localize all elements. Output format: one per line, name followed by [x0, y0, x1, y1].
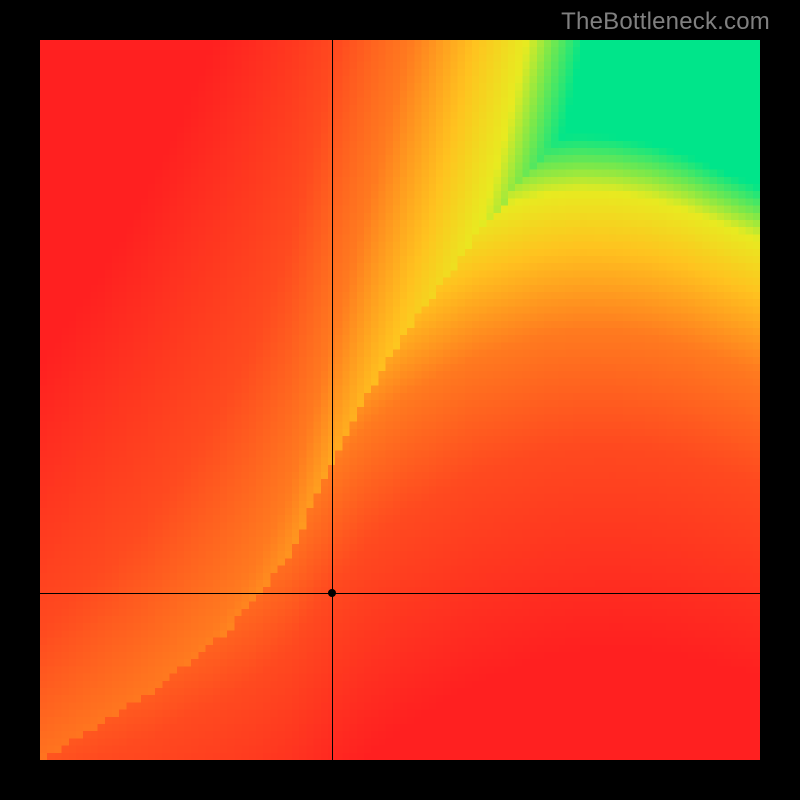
heatmap-canvas: [40, 40, 760, 760]
chart-container: TheBottleneck.com: [0, 0, 800, 800]
heatmap-plot: [40, 40, 760, 760]
watermark-text: TheBottleneck.com: [561, 8, 770, 36]
